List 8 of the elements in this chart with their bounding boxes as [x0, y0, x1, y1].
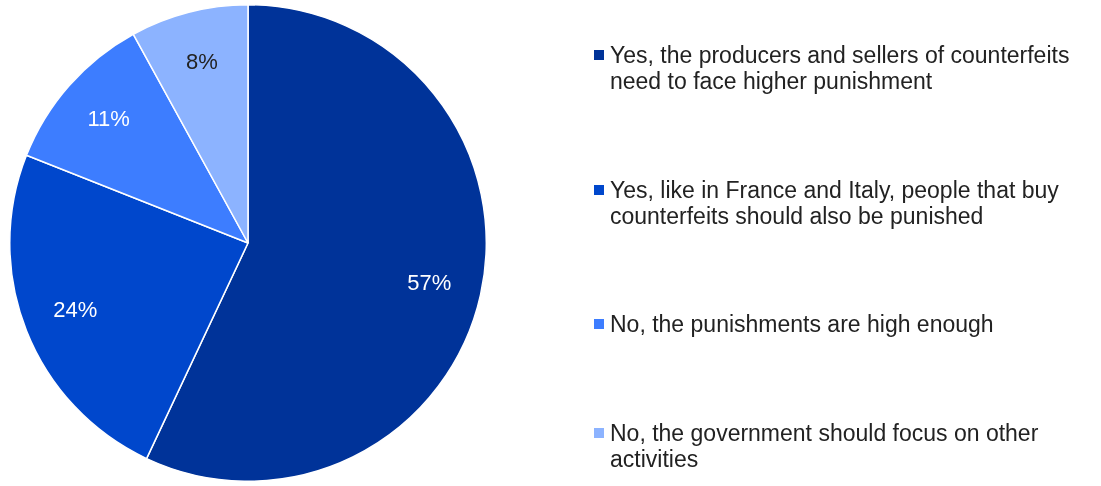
legend-label: No, the government should focus on other activities: [610, 419, 1040, 472]
data-label: 8%: [185, 49, 218, 75]
legend-label: Yes, the producers and sellers of counterfeits need to face higher punishment: [610, 42, 1071, 94]
data-label: 57%: [407, 269, 452, 295]
data-label: 11%: [87, 106, 130, 132]
legend-label: Yes, like in France and Italy, people that buy counterfeits should also be punished: [610, 176, 1060, 229]
data-label: 24%: [53, 297, 98, 323]
legend-label: No, the punishments are high enough: [610, 311, 995, 338]
